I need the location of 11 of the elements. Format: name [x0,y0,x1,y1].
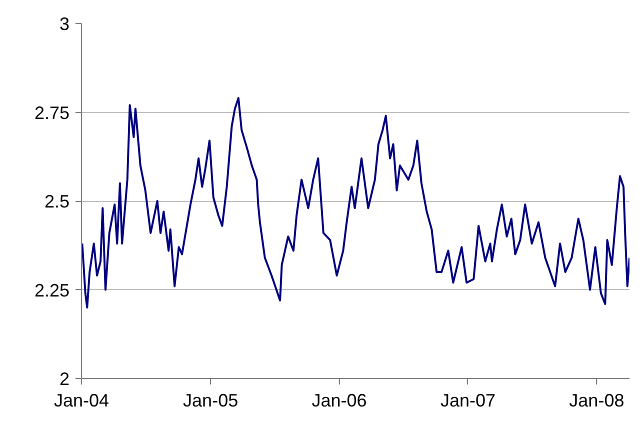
x-tick-label: Jan-07 [440,390,496,410]
x-tick-label: Jan-06 [312,390,367,410]
y-tick-label: 3 [59,14,70,34]
y-tick-label: 2.5 [44,192,70,212]
y-tick-label: 2.75 [34,102,70,123]
x-tick-label: Jan-05 [183,390,238,410]
x-tick-label: Jan-04 [54,390,110,410]
x-tick-label: Jan-08 [569,390,624,410]
y-tick-label: 2 [59,369,70,389]
y-tick-label: 2.25 [34,280,70,300]
line-series [82,97,630,308]
